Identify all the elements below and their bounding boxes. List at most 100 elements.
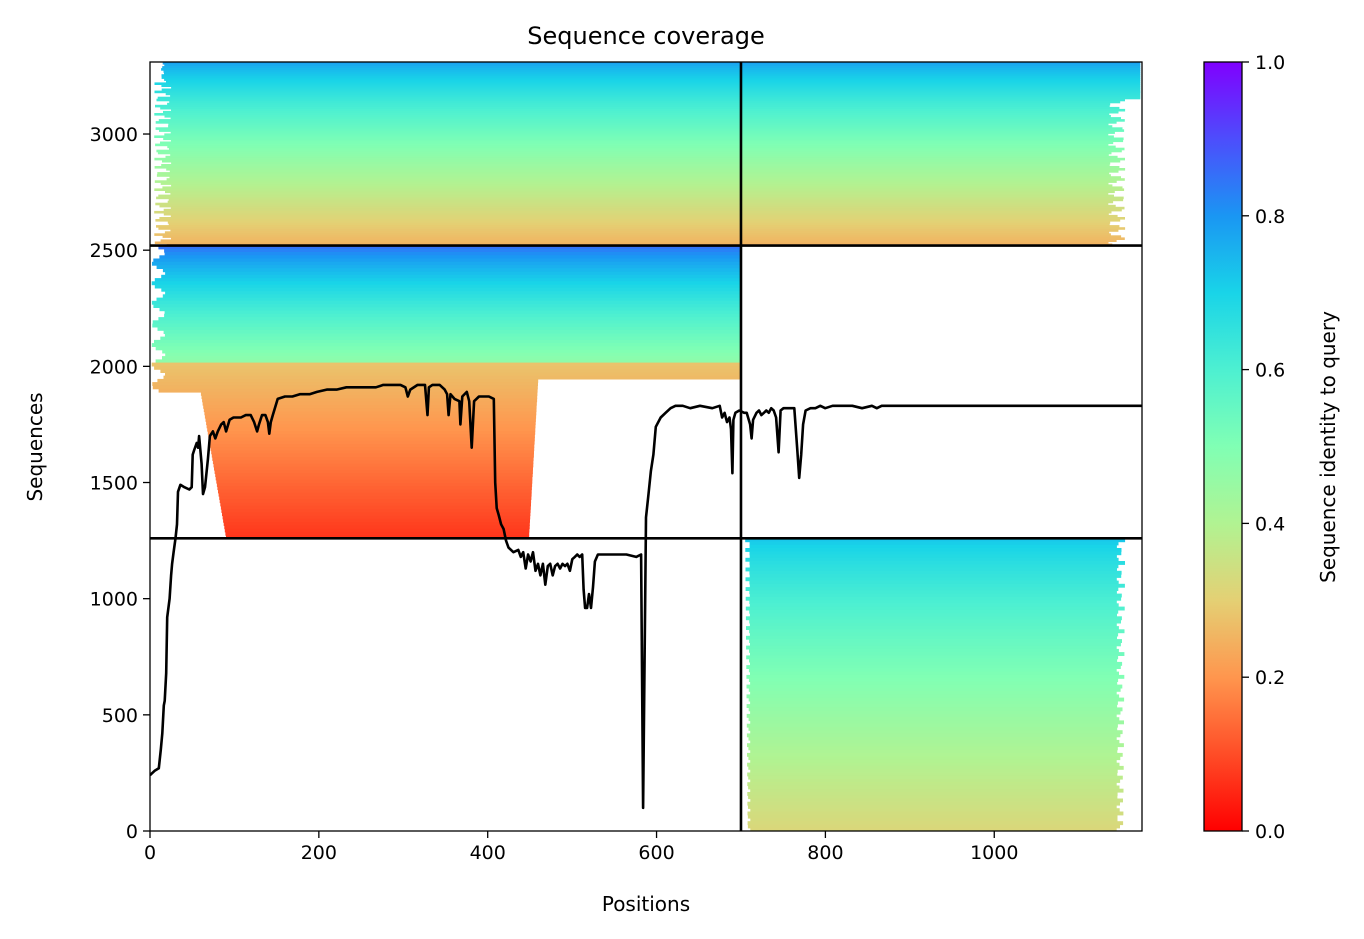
colorbar-tick-label: 0.8 [1255,206,1285,228]
msa-row [164,64,1141,67]
msa-row [749,622,1117,627]
msa-row [162,356,741,360]
msa-row [750,730,1123,735]
msa-row [169,176,1121,179]
x-tick-label: 200 [301,842,337,864]
msa-row [200,391,538,396]
msa-row [158,194,1115,198]
msa-row [161,287,742,292]
msa-row [161,76,1141,79]
msa-row [161,274,741,279]
msa-row [164,231,1110,234]
msa-row [208,437,535,442]
msa-row [155,219,1121,222]
msa-row [163,212,1109,216]
msa-row [154,180,1117,183]
msa-row [171,184,1113,187]
msa-row [170,131,1115,134]
msa-row [205,417,536,422]
msa-row [156,265,742,269]
msa-row [158,245,741,250]
msa-row [162,66,1141,69]
msa-row [746,665,1121,669]
msa-row [750,652,1125,656]
msa-row [745,577,1117,582]
msa-row [159,129,1125,132]
msa-row [154,210,1112,214]
msa-row [154,90,1141,94]
msa-row [154,166,1120,169]
msa-row [165,271,742,276]
msa-row [218,492,532,497]
msa-row [160,141,1114,145]
msa-row [170,139,1124,143]
msa-row [209,440,535,445]
msa-row [156,225,1120,228]
msa-row [171,237,1125,240]
msa-row [216,479,533,484]
y-tick-label: 3000 [90,124,138,146]
msa-row [211,453,534,458]
msa-row [154,113,1110,116]
colorbar-label: Sequence identity to query [1316,311,1340,583]
msa-row [171,108,1126,112]
msa-row [170,214,1118,218]
msa-row [219,496,532,500]
x-axis: 0 200 400 600 800 1000 [144,831,1018,864]
msa-row [747,782,1117,787]
msa-row [222,512,531,517]
msa-row [215,476,533,481]
msa-row [155,104,1110,108]
msa-row [152,320,741,325]
x-axis-label: Positions [602,892,690,916]
msa-row [153,304,741,308]
msa-row [162,186,1123,189]
msa-row [157,96,1141,100]
colorbar-tick-label: 1.0 [1255,52,1285,74]
msa-row [166,168,1126,171]
msa-row [164,313,742,318]
msa-row [170,229,1119,232]
msa-row [154,188,1125,191]
msa-row [214,466,533,471]
msa-row [214,470,533,474]
msa-row [165,372,741,377]
msa-row [749,639,1122,643]
msa-row [217,486,532,491]
msa-row [749,583,1125,588]
msa-row [163,330,742,334]
msa-row [749,564,1119,569]
msa-row [220,505,531,510]
msa-row [167,200,1114,204]
msa-row [749,600,1117,604]
msa-row [206,421,536,426]
msa-row [749,544,1117,549]
msa-row [163,137,1124,141]
msa-row [155,143,1109,147]
msa-row [165,291,741,295]
msa-row [746,694,1120,699]
msa-row [226,535,530,539]
msa-row [159,307,741,312]
coverage-line [150,383,1142,810]
msa-row [745,616,1122,621]
msa-row [164,248,742,253]
msa-row [169,147,1125,151]
msa-row [163,110,1119,114]
colorbar-tick-label: 0.0 [1255,821,1285,843]
msa-row [746,626,1119,630]
msa-row [746,645,1117,650]
msa-row [750,779,1121,783]
msa-row [745,538,1126,543]
msa-row [749,613,1117,617]
colorbar-gradient [1203,61,1243,832]
msa-row [223,522,530,526]
msa-row [156,149,1122,153]
msa-row [746,723,1118,728]
y-tick-label: 2000 [90,356,138,378]
msa-row [749,554,1117,559]
msa-row [154,157,1125,161]
msa-block [154,62,1141,247]
msa-row [747,811,1124,816]
